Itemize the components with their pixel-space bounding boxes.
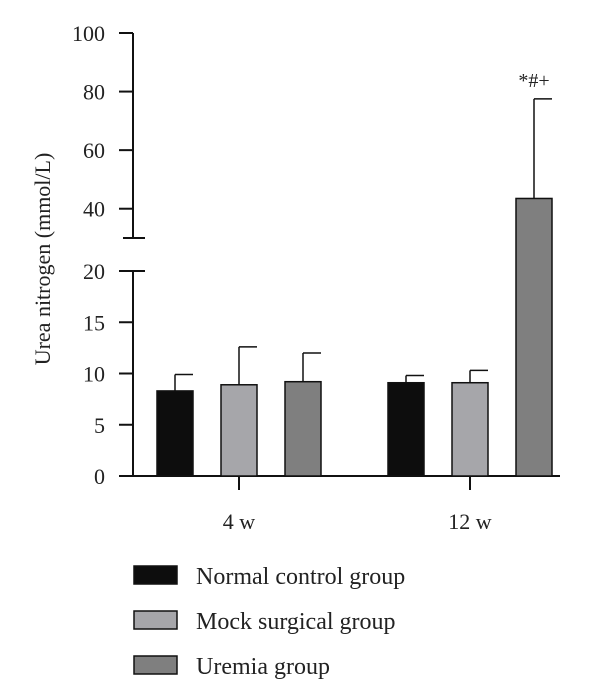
- y-tick-label: 40: [83, 197, 105, 222]
- bar: [156, 390, 194, 477]
- y-axis-title: Urea nitrogen (mmol/L): [30, 153, 55, 366]
- y-tick-label: 10: [83, 362, 105, 387]
- x-tick-label: 4 w: [223, 509, 256, 534]
- significance-annotation: *#+: [518, 70, 549, 92]
- y-tick-label: 5: [94, 413, 105, 438]
- y-tick-label: 100: [72, 21, 105, 46]
- bar: [515, 197, 553, 477]
- y-tick-label: 60: [83, 138, 105, 163]
- bar: [284, 380, 322, 477]
- y-tick-label: 15: [83, 310, 105, 335]
- bar: [451, 381, 489, 477]
- legend-swatch: [133, 655, 178, 675]
- bar: [220, 384, 258, 477]
- legend-swatch: [133, 565, 178, 585]
- legend-label: Mock surgical group: [196, 609, 396, 635]
- bar: [387, 381, 425, 477]
- legend-label: Normal control group: [196, 564, 405, 590]
- y-tick-label: 0: [94, 464, 105, 489]
- x-tick-label: 12 w: [448, 509, 492, 534]
- legend-swatch: [133, 610, 178, 630]
- y-tick-label: 80: [83, 80, 105, 105]
- y-tick-label: 20: [83, 259, 105, 284]
- legend-label: Uremia group: [196, 654, 330, 680]
